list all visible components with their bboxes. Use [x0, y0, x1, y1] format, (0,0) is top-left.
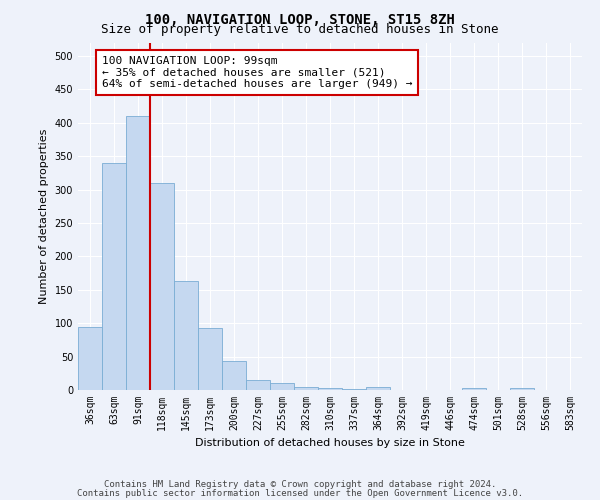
Bar	[462, 388, 486, 390]
Bar	[270, 384, 294, 390]
Bar	[102, 163, 126, 390]
Bar	[318, 388, 342, 390]
Bar	[198, 328, 222, 390]
Bar	[126, 116, 150, 390]
Bar	[78, 326, 102, 390]
Text: 100, NAVIGATION LOOP, STONE, ST15 8ZH: 100, NAVIGATION LOOP, STONE, ST15 8ZH	[145, 12, 455, 26]
X-axis label: Distribution of detached houses by size in Stone: Distribution of detached houses by size …	[195, 438, 465, 448]
Bar	[246, 380, 270, 390]
Bar	[222, 362, 246, 390]
Bar	[150, 183, 174, 390]
Bar	[294, 386, 318, 390]
Bar	[510, 388, 534, 390]
Bar	[174, 281, 198, 390]
Bar	[366, 386, 390, 390]
Text: 100 NAVIGATION LOOP: 99sqm
← 35% of detached houses are smaller (521)
64% of sem: 100 NAVIGATION LOOP: 99sqm ← 35% of deta…	[102, 56, 413, 89]
Text: Contains public sector information licensed under the Open Government Licence v3: Contains public sector information licen…	[77, 488, 523, 498]
Y-axis label: Number of detached properties: Number of detached properties	[39, 128, 49, 304]
Text: Size of property relative to detached houses in Stone: Size of property relative to detached ho…	[101, 22, 499, 36]
Text: Contains HM Land Registry data © Crown copyright and database right 2024.: Contains HM Land Registry data © Crown c…	[104, 480, 496, 489]
